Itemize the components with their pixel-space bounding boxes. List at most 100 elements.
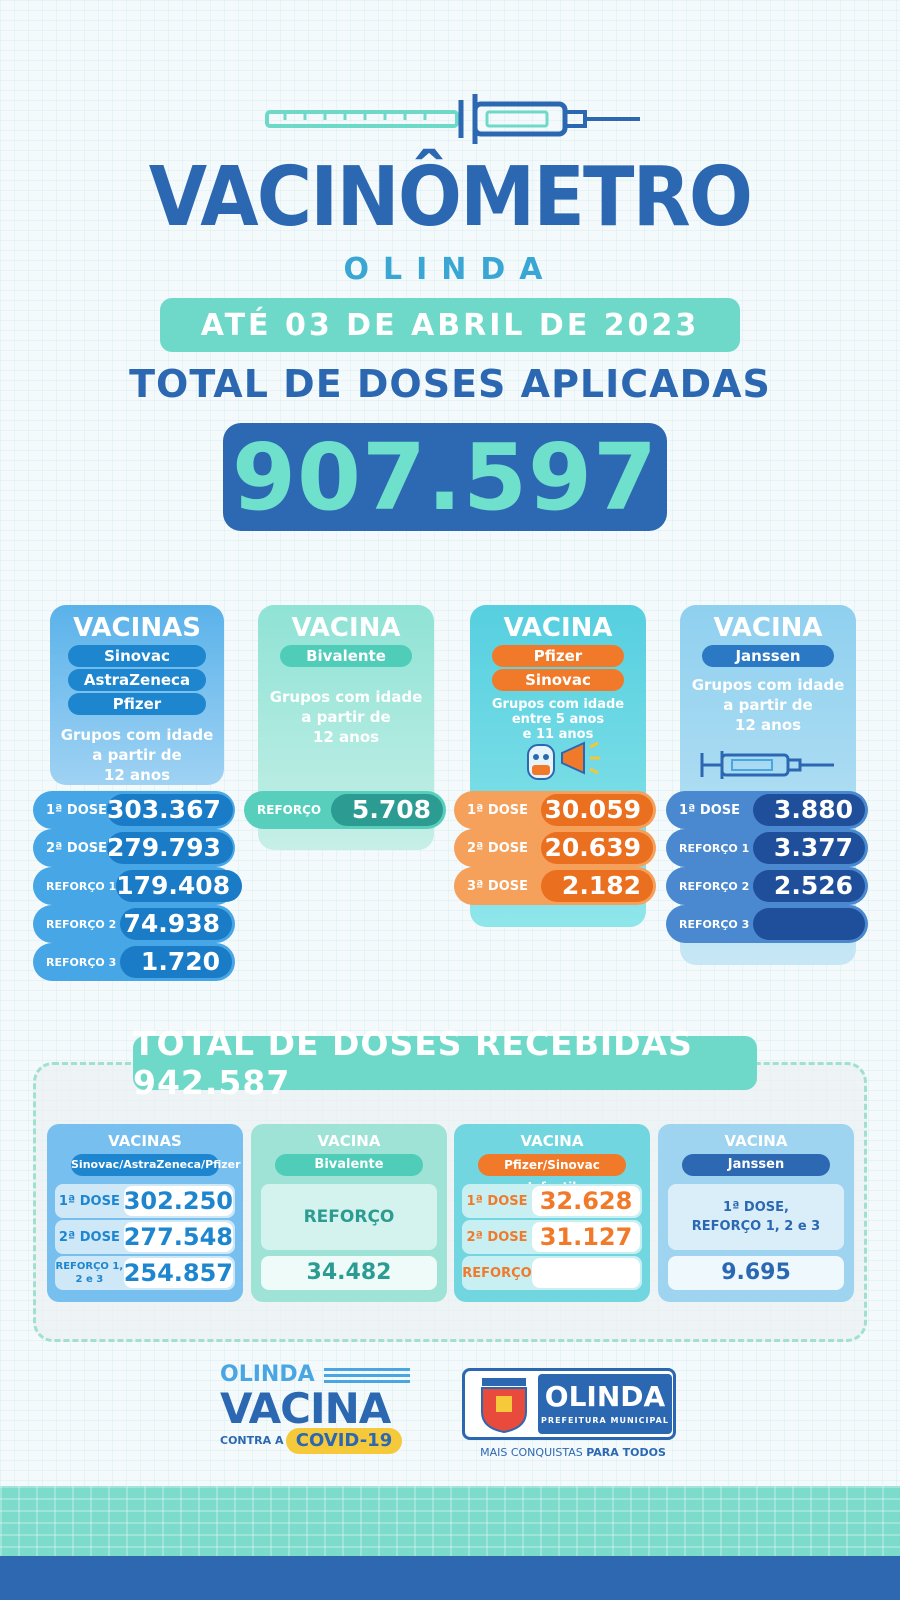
dose-label: 2ª DOSE [467,840,528,856]
olinda-vacina-logo: OLINDA VACINA CONTRA A COVID-19 [220,1362,410,1462]
received-row: REFORÇO 1, 2 e 3 254.857 [55,1256,235,1290]
vaccine-pill: AstraZeneca [68,669,206,691]
dose-label: REFORÇO 1 [679,841,750,855]
dose-label: 1ª DOSE [467,802,528,818]
column-title: VACINA [503,613,613,643]
dose-row: REFORÇO 1 179.408 [33,867,243,905]
footer-bar [0,1556,900,1600]
age-group-text: Grupos com idade entre 5 anos e 11 anos [470,697,646,742]
dose-value: 30.059 [541,794,653,826]
dose-row: REFORÇO 3 [666,905,868,943]
dose-value: 9.695 [668,1256,844,1290]
vaccine-pill: Pfizer [492,645,624,667]
received-row: 1ª DOSE 32.628 [462,1184,642,1218]
age-group-line: entre 5 anos [511,712,605,727]
dose-label: 3ª DOSE [467,878,528,894]
vaccine-pill: Sinovac [492,669,624,691]
received-card-janssen: VACINA Janssen 1ª DOSE, REFORÇO 1, 2 e 3… [658,1124,854,1302]
age-group-text: Grupos com idade a partir de 12 anos [680,675,856,735]
dose-label: 1ª DOSE [58,1193,120,1209]
received-row: REFORÇO [462,1256,642,1290]
card-title: VACINA [317,1132,381,1150]
column-title: VACINA [291,613,401,643]
vaccine-pill: Janssen [702,645,834,667]
dose-row: REFORÇO 3 1.720 [33,943,235,981]
age-group-text: Grupos com idade a partir de 12 anos [258,687,434,747]
dose-label-box: 1ª DOSE, REFORÇO 1, 2 e 3 [668,1184,844,1250]
age-group-line: Grupos com idade [269,688,423,706]
dose-value: 279.793 [107,832,233,864]
dose-value: 74.938 [120,908,232,940]
dose-label: REFORÇO [257,803,322,817]
received-heading: TOTAL DE DOSES RECEBIDAS 942.587 [133,1024,757,1102]
logo-name-panel [538,1374,672,1434]
dose-label: 1ª DOSE [466,1193,528,1209]
dose-row: 1ª DOSE 3.880 [666,791,868,829]
dose-label: 1ª DOSE, [723,1200,789,1215]
age-group-text: Grupos com idade a partir de 12 anos [50,725,224,785]
slogan-start: MAIS CONQUISTAS [480,1446,587,1459]
logo-main-text: VACINA [220,1384,391,1433]
age-group-line: 12 anos [312,728,380,746]
dose-label: REFORÇO 3 [46,955,117,969]
dose-row: REFORÇO 2 74.938 [33,905,235,943]
date-banner: ATÉ 03 DE ABRIL DE 2023 [160,298,740,352]
dose-label: 2ª DOSE [58,1229,120,1245]
logo-small-text: CONTRA A [220,1434,284,1447]
logo-line [324,1374,410,1377]
dose-row: 3ª DOSE 2.182 [454,867,656,905]
received-card-general: VACINAS Sinovac/AstraZeneca/Pfizer 1ª DO… [47,1124,243,1302]
vaccine-pill: Sinovac/AstraZeneca/Pfizer [71,1154,241,1176]
dose-label: 2ª DOSE [466,1229,528,1245]
dose-value [753,908,865,940]
card-title: VACINA [520,1132,584,1150]
dose-row: 1ª DOSE 303.367 [33,791,235,829]
received-card-bivalente: VACINA Bivalente REFORÇO 34.482 [251,1124,447,1302]
dose-value: 2.526 [753,870,865,902]
vaccine-mascot-icon [527,741,600,780]
received-row: 2ª DOSE 31.127 [462,1220,642,1254]
age-group-line: a partir de [723,696,813,714]
age-group-line: 12 anos [103,766,171,784]
dose-row: 1ª DOSE 30.059 [454,791,656,829]
vaccine-pill: Sinovac [68,645,206,667]
logo-line [324,1380,410,1383]
dose-value: 3.377 [753,832,865,864]
dose-row: 2ª DOSE 279.793 [33,829,235,867]
dose-value: 5.708 [331,794,443,826]
age-group-line: Grupos com idade [691,676,845,694]
dose-label: REFORÇO 2 [679,879,750,893]
vaccine-pill: Bivalente [280,645,412,667]
dose-label: 1ª DOSE [679,802,740,818]
vaccine-pill: Pfizer/Sinovac Infantil [478,1154,626,1194]
dose-value: 34.482 [261,1256,437,1290]
slogan: MAIS CONQUISTAS PARA TODOS [468,1446,678,1459]
slogan-bold: PARA TODOS [586,1446,666,1459]
city-subtitle-text: PREFEITURA MUNICIPAL [541,1416,669,1425]
dose-row: REFORÇO 5.708 [244,791,446,829]
logo-top-text: OLINDA [220,1362,315,1387]
age-group-line: e 11 anos [522,727,594,742]
dose-value: 179.408 [116,870,243,902]
footer-pattern [0,1486,900,1556]
city-crest-icon [481,1378,527,1434]
age-group-line: Grupos com idade [60,726,214,744]
dose-row: 2ª DOSE 20.639 [454,829,656,867]
total-applied-value: 907.597 [223,423,667,531]
covid-badge: COVID-19 [286,1428,402,1454]
syringe-icon [700,751,834,779]
column-title: VACINA [713,613,823,643]
prefeitura-olinda-logo: OLINDA PREFEITURA MUNICIPAL MAIS CONQUIS… [462,1368,682,1464]
dose-label: REFORÇO [462,1265,532,1281]
dose-label: REFORÇO 1, 2 e 3 [691,1219,821,1234]
received-row: 2ª DOSE 277.548 [55,1220,235,1254]
dose-value: 254.857 [123,1258,233,1288]
age-group-line: a partir de [92,746,182,764]
received-row: 1ª DOSE 302.250 [55,1184,235,1218]
age-group-line: 12 anos [734,716,802,734]
city-subtitle: OLINDA [343,252,557,287]
dose-value: 302.250 [123,1186,233,1216]
dose-value: 3.880 [753,794,865,826]
dose-value: 1.720 [120,946,232,978]
doses-applied-heading: TOTAL DE DOSES APLICADAS [129,362,771,406]
